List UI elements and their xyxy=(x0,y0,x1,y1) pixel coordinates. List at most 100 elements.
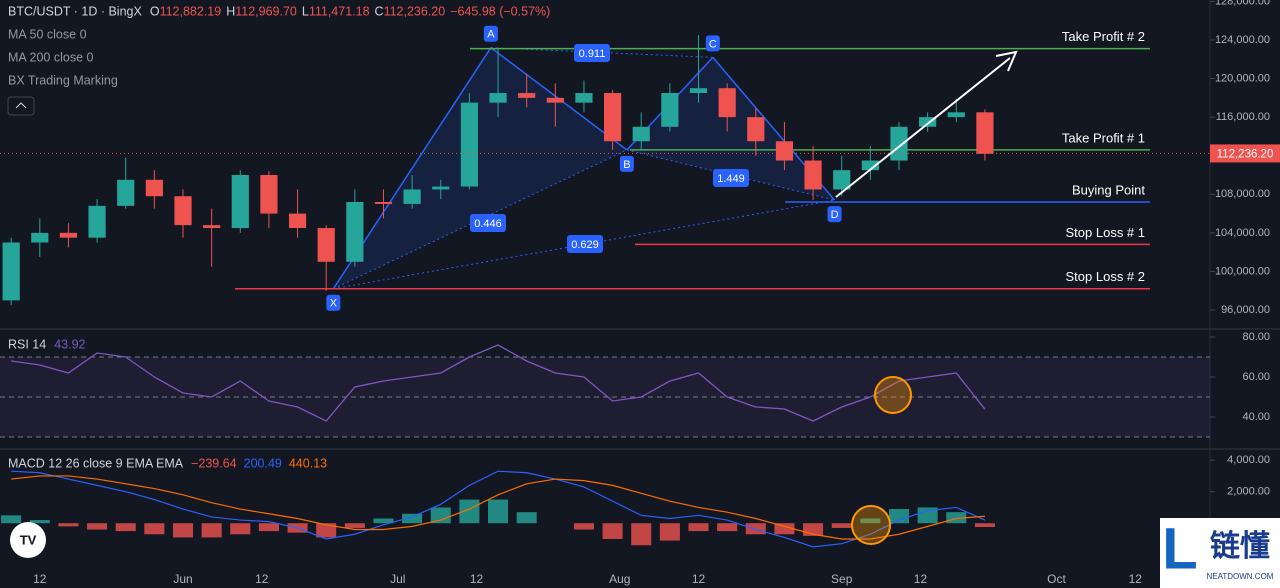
pattern-fill xyxy=(333,47,627,289)
indicator-label: MA 50 close 0 xyxy=(8,27,87,41)
indicator-label: BX Trading Marking xyxy=(8,73,118,87)
candle-body xyxy=(833,170,851,190)
macd-histogram-bar xyxy=(344,523,365,528)
ohlc-value: 112,236.20 xyxy=(384,4,446,18)
candle-body xyxy=(861,160,879,171)
pattern-label: B xyxy=(623,159,630,171)
pattern-label: D xyxy=(831,209,839,221)
rsi-value: 43.92 xyxy=(54,337,85,351)
macd-histogram-bar xyxy=(58,523,79,527)
candle-body xyxy=(976,112,994,154)
pattern-marker xyxy=(619,155,634,172)
x-tick-label: 12 xyxy=(692,572,706,586)
x-tick-label: 12 xyxy=(255,572,269,586)
y-tick-label: 108,000.00 xyxy=(1215,188,1270,200)
macd-histogram-bar xyxy=(115,523,136,532)
highlight xyxy=(851,505,891,545)
candle-body xyxy=(518,93,536,98)
pattern-label: X xyxy=(330,298,338,310)
macd-title: MACD 12 26 close 9 EMA EMA xyxy=(8,456,184,470)
x-tick-label: Oct xyxy=(1047,572,1066,586)
candle-body xyxy=(317,228,335,262)
x-tick-label: Aug xyxy=(609,572,630,586)
candle-body xyxy=(489,93,507,103)
candle-body xyxy=(947,112,965,118)
macd-histogram-bar xyxy=(745,523,766,535)
candle-body xyxy=(460,102,478,187)
macd-histogram-bar xyxy=(172,523,194,538)
macd-histogram-bar xyxy=(631,523,652,546)
y-tick-label: 116,000.00 xyxy=(1216,111,1270,123)
macd-histogram-bar xyxy=(659,523,680,541)
pattern-marker xyxy=(326,294,341,311)
ratio-label: 1.449 xyxy=(717,173,745,185)
macd-histogram-bar xyxy=(373,518,394,524)
y-tick-label: 4,000.00 xyxy=(1227,454,1270,466)
macd-histogram-bar xyxy=(946,512,967,524)
ohlc-key: O xyxy=(150,4,160,18)
macd-histogram-bar xyxy=(316,523,337,538)
ohlc-value: 112,969.70 xyxy=(235,4,297,18)
candle-body xyxy=(546,97,564,103)
watermark-logo: L xyxy=(1162,516,1197,581)
candle-body xyxy=(117,179,135,206)
candle-body xyxy=(775,141,794,161)
watermark-box xyxy=(1160,518,1280,588)
ratio-label: 0.629 xyxy=(571,239,599,251)
candle-body xyxy=(747,117,765,142)
level-label: Take Profit # 2 xyxy=(1062,29,1145,44)
candle-body xyxy=(31,232,49,243)
highlight xyxy=(874,376,912,414)
macd-legend-value: 440.13 xyxy=(289,456,327,470)
macd-histogram-bar xyxy=(917,507,938,524)
tv-logo: TV xyxy=(10,522,46,558)
macd-histogram-bar xyxy=(402,513,423,524)
x-tick-label: 12 xyxy=(1129,572,1143,586)
candle-body xyxy=(288,213,307,229)
candle-body xyxy=(432,186,450,190)
macd-histogram-bar xyxy=(201,523,222,538)
pattern-marker xyxy=(483,25,498,42)
ohlc-value: 112,882.19 xyxy=(160,4,222,18)
level-label: Stop Loss # 1 xyxy=(1066,225,1146,240)
macd-histogram-bar xyxy=(974,523,995,527)
candle-body xyxy=(2,242,20,301)
level-label: Buying Point xyxy=(1072,182,1145,197)
x-tick-label: Jun xyxy=(173,572,192,586)
rsi-line xyxy=(11,344,986,422)
macd-histogram-bar xyxy=(459,499,480,524)
collapse-icon xyxy=(15,102,27,109)
macd-histogram-bar xyxy=(774,523,795,535)
ratio-box xyxy=(574,44,610,62)
pattern-marker xyxy=(705,35,720,52)
candle-body xyxy=(59,232,78,238)
level-label: Take Profit # 1 xyxy=(1062,130,1145,145)
candle-body xyxy=(403,189,421,204)
change-value: −645.98 (−0.57%) xyxy=(450,4,550,18)
candle-body xyxy=(718,88,736,118)
y-tick-label: 124,000.00 xyxy=(1215,34,1270,46)
y-tick-label: 40.00 xyxy=(1242,411,1270,423)
macd-histogram-bar xyxy=(516,512,537,524)
candle-body xyxy=(689,88,708,94)
y-tick-label: 100,000.00 xyxy=(1215,265,1270,277)
candle-body xyxy=(374,201,393,204)
ratio-box xyxy=(713,169,749,187)
candle-body xyxy=(575,93,593,103)
watermark-brand: 链懂 xyxy=(1210,529,1270,563)
level-label: Stop Loss # 2 xyxy=(1066,269,1146,284)
collapse-button[interactable] xyxy=(7,96,35,116)
x-tick-label: 12 xyxy=(470,572,484,586)
x-tick-label: Sep xyxy=(831,572,853,586)
candle-body xyxy=(604,93,622,142)
macd-histogram-bar xyxy=(430,507,451,524)
candle-body xyxy=(346,201,364,262)
arrow xyxy=(835,57,1011,198)
pattern-label: A xyxy=(487,29,495,41)
candle-body xyxy=(260,174,278,214)
ratio-label: 0.446 xyxy=(474,218,502,230)
pattern-marker xyxy=(827,206,842,223)
candle-body xyxy=(632,126,650,142)
